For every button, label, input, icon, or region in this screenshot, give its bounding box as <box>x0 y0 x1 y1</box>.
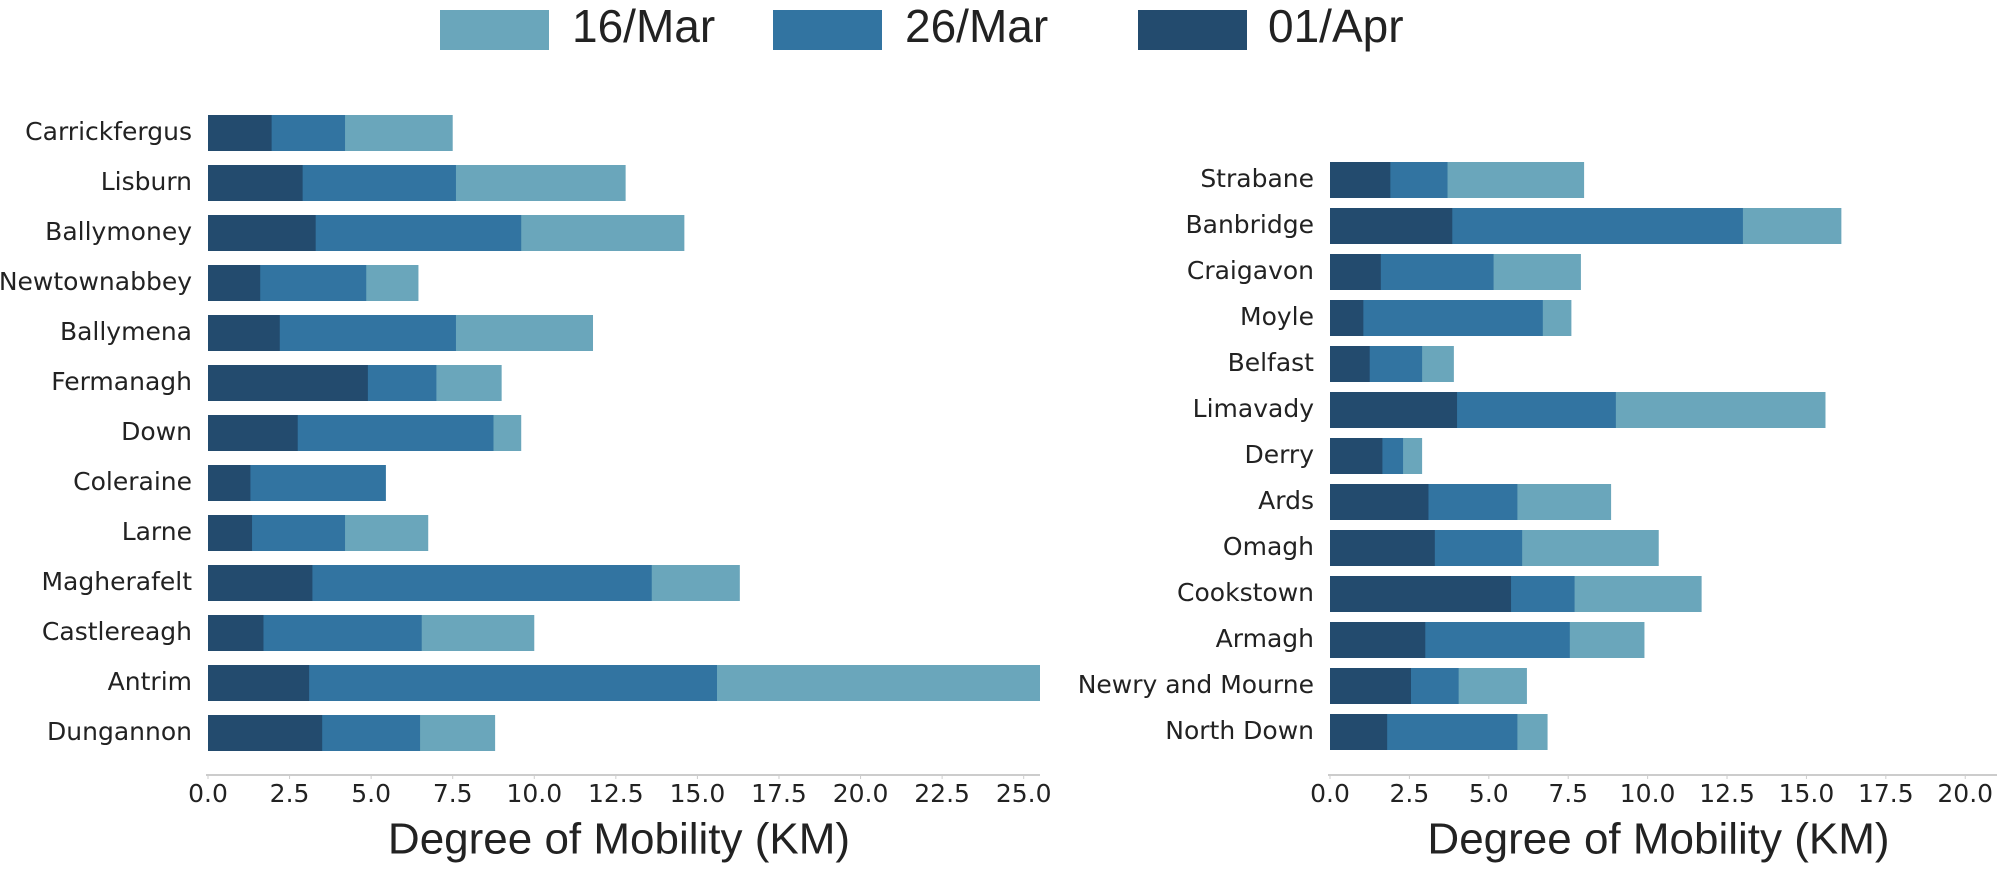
bar <box>1330 714 1388 750</box>
bar <box>208 465 251 501</box>
x-tick-label: 2.5 <box>270 779 310 808</box>
bar <box>208 715 323 751</box>
category-label: Fermanagh <box>51 367 192 396</box>
category-label: Lisburn <box>101 167 192 196</box>
bar <box>1330 300 1364 336</box>
category-label: Castlereagh <box>42 617 192 646</box>
category-label: Craigavon <box>1187 256 1314 285</box>
category-label: Dungannon <box>47 717 192 746</box>
category-label: Moyle <box>1240 302 1314 331</box>
category-label: Antrim <box>108 667 192 696</box>
category-label: Ards <box>1258 486 1314 515</box>
x-axis-label: Degree of Mobility (KM) <box>388 815 850 864</box>
x-tick-label: 10.0 <box>506 779 562 808</box>
x-tick-label: 5.0 <box>1469 779 1509 808</box>
category-label: Banbridge <box>1185 210 1314 239</box>
bar <box>208 215 316 251</box>
x-tick-label: 15.0 <box>670 779 726 808</box>
bar <box>1330 484 1429 520</box>
x-tick-label: 0.0 <box>188 779 228 808</box>
bar <box>1330 392 1458 428</box>
bar <box>208 615 264 651</box>
x-tick-label: 22.5 <box>914 779 970 808</box>
bar <box>208 265 261 301</box>
x-tick-label: 15.0 <box>1779 779 1835 808</box>
legend-label: 16/Mar <box>572 0 715 52</box>
bar <box>1330 208 1453 244</box>
bar <box>208 165 303 201</box>
category-label: Ballymoney <box>45 217 192 246</box>
x-tick-label: 25.0 <box>996 779 1052 808</box>
bar <box>208 315 280 351</box>
bar <box>208 515 253 551</box>
category-label: Down <box>121 417 192 446</box>
bar <box>1330 162 1391 198</box>
category-label: Armagh <box>1216 624 1314 653</box>
bar <box>1330 300 1543 336</box>
x-tick-label: 5.0 <box>351 779 391 808</box>
x-tick-label: 0.0 <box>1310 779 1350 808</box>
bar <box>1330 438 1383 474</box>
x-tick-label: 20.0 <box>1937 779 1993 808</box>
bar <box>1330 346 1370 382</box>
bar <box>208 565 313 601</box>
x-tick-label: 12.5 <box>588 779 644 808</box>
category-label: Belfast <box>1228 348 1315 377</box>
category-label: Carrickfergus <box>25 117 192 146</box>
bar <box>1330 254 1381 290</box>
x-tick-label: 12.5 <box>1699 779 1755 808</box>
x-tick-label: 2.5 <box>1390 779 1430 808</box>
category-label: Newtownabbey <box>0 267 192 296</box>
category-label: Derry <box>1244 440 1314 469</box>
bar <box>1330 576 1512 612</box>
category-label: Coleraine <box>73 467 192 496</box>
bar <box>1330 622 1426 658</box>
x-tick-label: 17.5 <box>751 779 807 808</box>
legend-label: 26/Mar <box>905 0 1048 52</box>
category-label: Ballymena <box>60 317 192 346</box>
x-tick-label: 10.0 <box>1620 779 1676 808</box>
category-label: Cookstown <box>1177 578 1314 607</box>
legend-swatch <box>773 10 882 50</box>
legend-label: 01/Apr <box>1268 0 1404 52</box>
bar <box>208 665 310 701</box>
legend-swatch <box>440 10 549 50</box>
x-tick-label: 7.5 <box>433 779 473 808</box>
category-label: Larne <box>122 517 192 546</box>
bar <box>208 415 298 451</box>
x-tick-label: 17.5 <box>1858 779 1914 808</box>
category-label: Magherafelt <box>41 567 192 596</box>
category-label: Strabane <box>1200 164 1314 193</box>
bar <box>1330 668 1411 704</box>
x-tick-label: 7.5 <box>1548 779 1588 808</box>
bar <box>208 115 272 151</box>
category-label: Newry and Mourne <box>1078 670 1314 699</box>
category-label: Omagh <box>1223 532 1314 561</box>
bar <box>208 365 368 401</box>
category-label: North Down <box>1165 716 1314 745</box>
x-tick-label: 20.0 <box>833 779 889 808</box>
category-label: Limavady <box>1193 394 1315 423</box>
bar <box>1330 530 1435 566</box>
legend-swatch <box>1138 10 1247 50</box>
x-axis-label: Degree of Mobility (KM) <box>1427 815 1889 864</box>
